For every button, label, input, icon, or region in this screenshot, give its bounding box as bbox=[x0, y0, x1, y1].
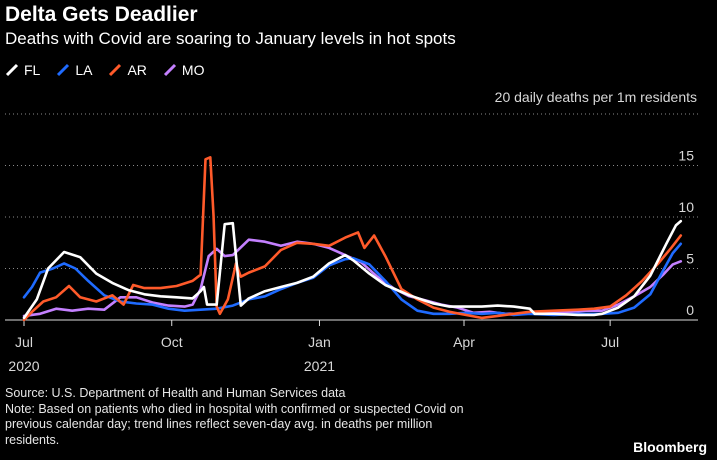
legend-item-la: LA bbox=[56, 62, 92, 78]
legend-item-mo: MO bbox=[163, 62, 205, 78]
series-line-ar bbox=[22, 156, 683, 322]
x-tick-label-1: Oct bbox=[161, 334, 183, 350]
legend-swatch-ar bbox=[109, 63, 122, 77]
y-tick-label-0: 0 bbox=[686, 302, 694, 318]
x-tick-year-label-0: 2020 bbox=[8, 358, 39, 374]
methodology-note-line-2: previous calendar day; trend lines refle… bbox=[5, 417, 433, 431]
legend-label-ar: AR bbox=[127, 62, 147, 78]
x-tick-label-2: Jan bbox=[308, 334, 331, 350]
y-tick-label-5: 5 bbox=[686, 251, 694, 267]
chart-subtitle: Deaths with Covid are soaring to January… bbox=[5, 29, 456, 48]
chart-legend: FL LA AR MO bbox=[5, 62, 204, 78]
series-line-mo bbox=[22, 238, 683, 318]
chart-footnote: Source: U.S. Department of Health and Hu… bbox=[5, 386, 645, 448]
legend-label-mo: MO bbox=[181, 62, 205, 78]
y-axis-unit-label: 20 daily deaths per 1m residents bbox=[494, 89, 697, 105]
line-chart: 0 5 10 15 Jul 2020 Oct Jan 2021 Apr Jul bbox=[5, 113, 698, 374]
series-line-fl bbox=[22, 219, 683, 320]
bloomberg-logo: Bloomberg bbox=[633, 439, 707, 455]
legend-swatch-la bbox=[57, 63, 70, 77]
y-tick-label-10: 10 bbox=[678, 199, 694, 215]
source-note: Source: U.S. Department of Health and Hu… bbox=[5, 386, 346, 400]
methodology-note-line-1: Note: Based on patients who died in hosp… bbox=[5, 401, 464, 416]
legend-swatch-mo bbox=[163, 63, 176, 77]
chart-title: Delta Gets Deadlier bbox=[5, 3, 198, 26]
x-tick-label-0: Jul bbox=[15, 334, 33, 350]
legend-label-fl: FL bbox=[24, 62, 41, 78]
y-tick-label-15: 15 bbox=[678, 148, 694, 164]
x-tick-year-label-2: 2021 bbox=[304, 358, 335, 374]
legend-item-fl: FL bbox=[5, 62, 40, 78]
methodology-note-line-3: residents. bbox=[5, 432, 60, 447]
legend-swatch-fl bbox=[5, 63, 19, 77]
legend-label-la: LA bbox=[75, 62, 93, 78]
x-tick-label-4: Jul bbox=[601, 334, 619, 350]
x-tick-label-3: Apr bbox=[453, 334, 475, 350]
legend-item-ar: AR bbox=[108, 62, 147, 78]
